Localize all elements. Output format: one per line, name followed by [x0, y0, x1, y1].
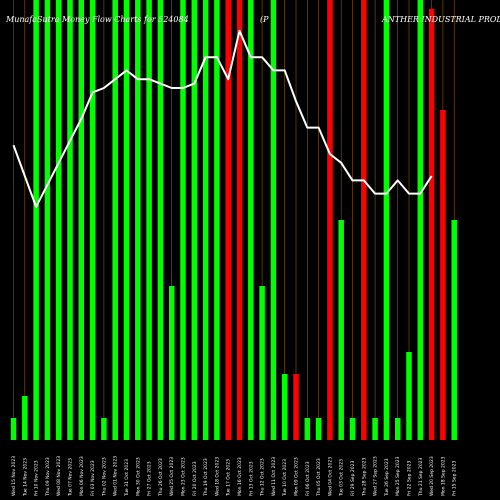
bar [168, 286, 175, 440]
bar [22, 396, 28, 440]
x-tick-label: Wed 01 Nov 2023 [113, 456, 119, 496]
bar [417, 0, 424, 440]
x-tick-label: Mon 18 Sep 2023 [440, 456, 446, 496]
chart-title-mid: (P [260, 15, 269, 24]
x-tick-label: Wed 27 Sep 2023 [373, 456, 379, 496]
bar [451, 220, 457, 440]
bar [428, 8, 435, 441]
x-tick-label: Mon 30 Oct 2023 [135, 457, 141, 496]
bar [259, 286, 265, 440]
x-tick-label: Fri 20 Oct 2023 [192, 461, 198, 496]
x-tick-label: Fri 10 Nov 2023 [34, 460, 40, 496]
x-tick-label: Tue 07 Nov 2023 [68, 458, 74, 497]
bar [202, 0, 209, 440]
bar [180, 0, 186, 440]
bar [327, 0, 333, 440]
x-tick-label: Thu 05 Oct 2023 [316, 458, 322, 497]
x-tick-label: Fri 13 Oct 2023 [248, 461, 254, 496]
bar [33, 0, 39, 440]
x-tick-label: Thu 02 Nov 2023 [101, 457, 107, 497]
x-tick-label: Thu 09 Nov 2023 [45, 457, 51, 497]
x-tick-label: Tue 17 Oct 2023 [226, 459, 232, 497]
x-tick-label: Mon 25 Sep 2023 [395, 456, 401, 496]
bar [248, 0, 254, 440]
bar [55, 0, 62, 440]
bar [191, 0, 198, 440]
bar [78, 0, 85, 440]
x-tick-label: Tue 31 Oct 2023 [124, 459, 130, 497]
bar [372, 418, 378, 440]
x-tick-label: Fri 27 Oct 2023 [147, 461, 153, 496]
x-tick-label: Fri 22 Sep 2023 [407, 461, 413, 496]
bar [270, 0, 277, 440]
x-tick-label: Thu 12 Oct 2023 [260, 458, 266, 497]
bar [225, 0, 231, 440]
x-tick-label: Fri 15 Sep 2023 [452, 461, 458, 496]
x-tick-label: Fri 29 Sep 2023 [350, 461, 356, 496]
bar [123, 0, 130, 440]
bars [10, 0, 457, 441]
bar [135, 0, 141, 440]
bar [338, 220, 344, 440]
x-tick-label: Tue 14 Nov 2023 [22, 458, 28, 497]
bar [349, 418, 356, 440]
bar [383, 0, 390, 440]
chart-title-right: ANTHER INDUSTRIAL PRODUCTS [381, 15, 500, 24]
x-tick-label: Wed 20 Sep 2023 [429, 456, 435, 496]
x-tick-label: Wed 11 Oct 2023 [271, 457, 277, 496]
x-tick-label: Wed 18 Oct 2023 [214, 457, 220, 496]
x-tick-label: Mon 06 Nov 2023 [79, 456, 85, 496]
bar [44, 0, 51, 440]
bar [361, 0, 367, 440]
x-tick-label: Wed 15 Nov 2023 [11, 456, 17, 496]
x-tick-labels: Wed 15 Nov 2023 Tue 14 Nov 2023 Fri 10 Nov… [11, 456, 458, 497]
bar [157, 0, 164, 440]
x-tick-label: Wed 08 Nov 2023 [56, 456, 62, 496]
x-tick-label: Mon 16 Oct 2023 [237, 457, 243, 496]
x-tick-label: Mon 09 Oct 2023 [294, 457, 300, 496]
x-tick-label: Tue 10 Oct 2023 [282, 459, 288, 497]
x-tick-label: Thu 19 Oct 2023 [203, 458, 209, 497]
x-tick-label: Tue 26 Sep 2023 [384, 458, 390, 497]
bar [406, 352, 412, 440]
x-tick-label: Thu 21 Sep 2023 [418, 457, 424, 497]
bar [440, 110, 446, 440]
bar [304, 418, 311, 440]
bar [394, 418, 401, 440]
bar [67, 0, 73, 440]
bar [315, 418, 322, 440]
x-tick-label: Mon 23 Oct 2023 [181, 457, 187, 496]
bar [89, 0, 96, 440]
bar [281, 374, 288, 440]
x-tick-label: Thu 28 Sep 2023 [361, 457, 367, 497]
x-tick-label: Tue 03 Oct 2023 [339, 459, 345, 497]
bar [146, 0, 152, 440]
x-tick-label: Thu 26 Oct 2023 [158, 458, 164, 497]
x-tick-label: Fri 03 Nov 2023 [90, 460, 96, 496]
money-flow-line [12, 29, 433, 208]
bar [214, 0, 220, 440]
bar [10, 418, 17, 440]
x-tick-label: Fri 06 Oct 2023 [305, 461, 311, 496]
x-tick-label: Wed 25 Oct 2023 [169, 457, 175, 496]
bar [236, 0, 243, 440]
bar [112, 0, 118, 440]
bar [101, 418, 107, 440]
x-tick-label: Wed 04 Oct 2023 [327, 457, 333, 496]
chart-title-left: MunafaSutra Money Flow Charts for 524084 [5, 15, 189, 24]
bar [293, 374, 299, 440]
